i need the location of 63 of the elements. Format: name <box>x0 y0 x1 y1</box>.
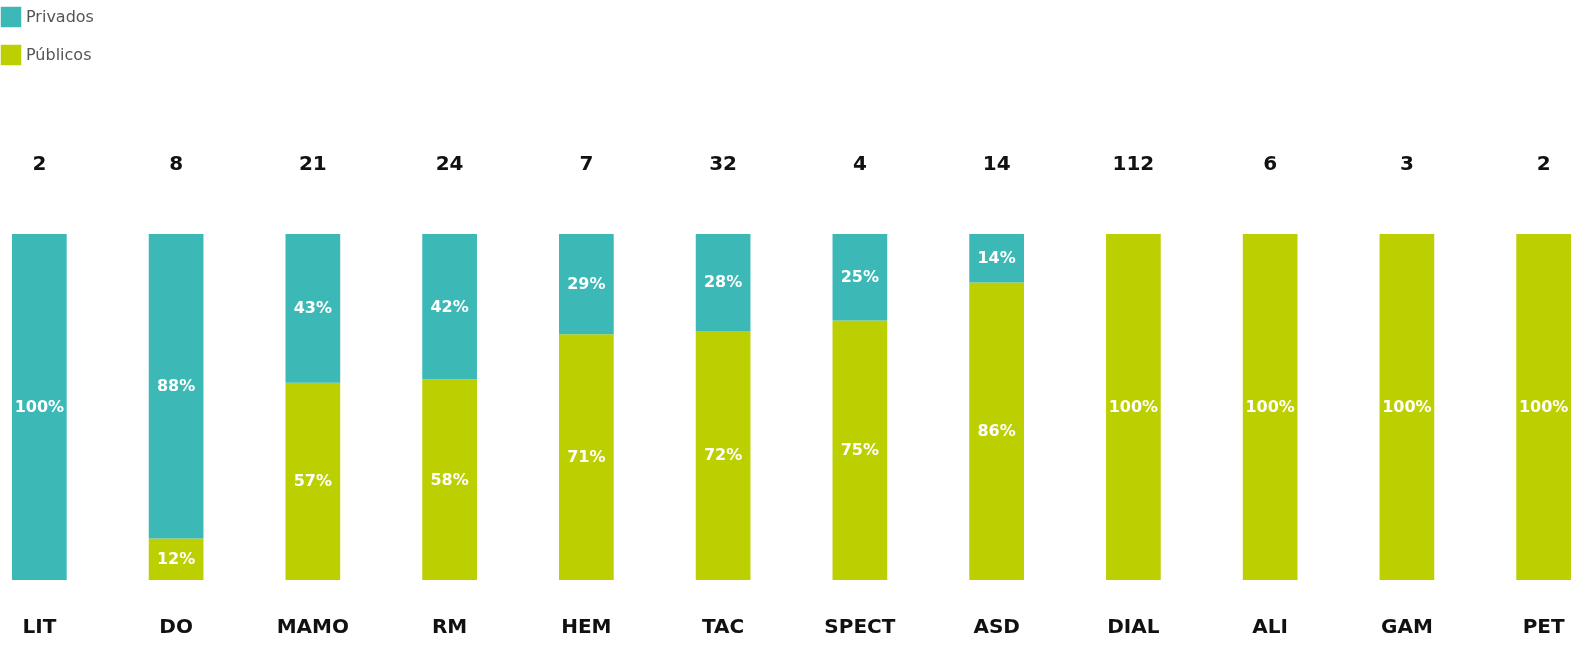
x-tick-label: TAC <box>702 613 745 638</box>
text: 24 <box>435 151 464 175</box>
data-label: 43% <box>293 298 333 318</box>
x-tick-label: MAMO <box>276 613 350 638</box>
text: 112 <box>1112 151 1155 175</box>
bar <box>285 234 341 383</box>
bar <box>1106 234 1161 580</box>
text: 6 <box>1263 151 1278 175</box>
data-label: 75% <box>840 440 880 460</box>
bar <box>695 330 751 580</box>
x-tick-label: SPECT <box>824 613 896 638</box>
bar <box>1242 234 1298 580</box>
bar <box>559 234 614 335</box>
data-label: 100% <box>1518 397 1569 416</box>
text: 4 <box>852 151 867 175</box>
data-label: 100% <box>14 397 65 416</box>
data-label: 71% <box>567 447 606 467</box>
x-tick-label: LIT <box>22 613 57 638</box>
data-label: 86% <box>977 421 1016 441</box>
x-tick-label: DO <box>159 613 193 638</box>
bar <box>832 320 888 580</box>
text: 7 <box>579 151 594 175</box>
x-tick-label: ALI <box>1252 613 1288 638</box>
data-label: 28% <box>703 272 743 292</box>
x-tick-label: GAM <box>1381 613 1433 638</box>
data-label: 100% <box>1382 397 1432 416</box>
text: 8 <box>169 151 184 175</box>
text: 2 <box>1536 151 1551 175</box>
text: 2 <box>32 151 47 175</box>
text: 3 <box>1399 151 1414 175</box>
bar <box>832 234 888 321</box>
x-tick-label: HEM <box>561 613 612 638</box>
data-label: 100% <box>1245 397 1295 416</box>
text: 21 <box>298 151 327 175</box>
data-label: 42% <box>430 296 469 316</box>
bar <box>1516 234 1571 580</box>
bar <box>12 234 67 580</box>
bar <box>422 379 477 580</box>
data-label: 88% <box>156 376 196 396</box>
data-label: 29% <box>567 274 606 294</box>
bar <box>285 382 341 580</box>
bar <box>422 234 477 380</box>
text: 32 <box>709 151 738 175</box>
data-label: 72% <box>703 445 743 465</box>
bar <box>969 282 1024 580</box>
data-label: 14% <box>977 248 1016 268</box>
bar <box>559 334 614 580</box>
bar <box>1379 234 1435 580</box>
x-tick-label: RM <box>431 613 468 638</box>
bar <box>695 234 751 331</box>
data-label: 58% <box>430 469 469 489</box>
x-tick-label: ASD <box>973 613 1020 638</box>
x-tick-label: PET <box>1522 613 1565 638</box>
legend-label: Públicos <box>26 45 92 64</box>
data-label: 25% <box>840 267 880 287</box>
data-label: 12% <box>156 549 196 569</box>
legend-label: Privados <box>26 7 94 26</box>
text: 14 <box>982 151 1011 175</box>
data-label: 100% <box>1108 397 1159 416</box>
x-tick-label: DIAL <box>1107 613 1160 638</box>
bar <box>148 234 204 539</box>
bar <box>969 234 1024 283</box>
data-label: 57% <box>293 471 333 491</box>
